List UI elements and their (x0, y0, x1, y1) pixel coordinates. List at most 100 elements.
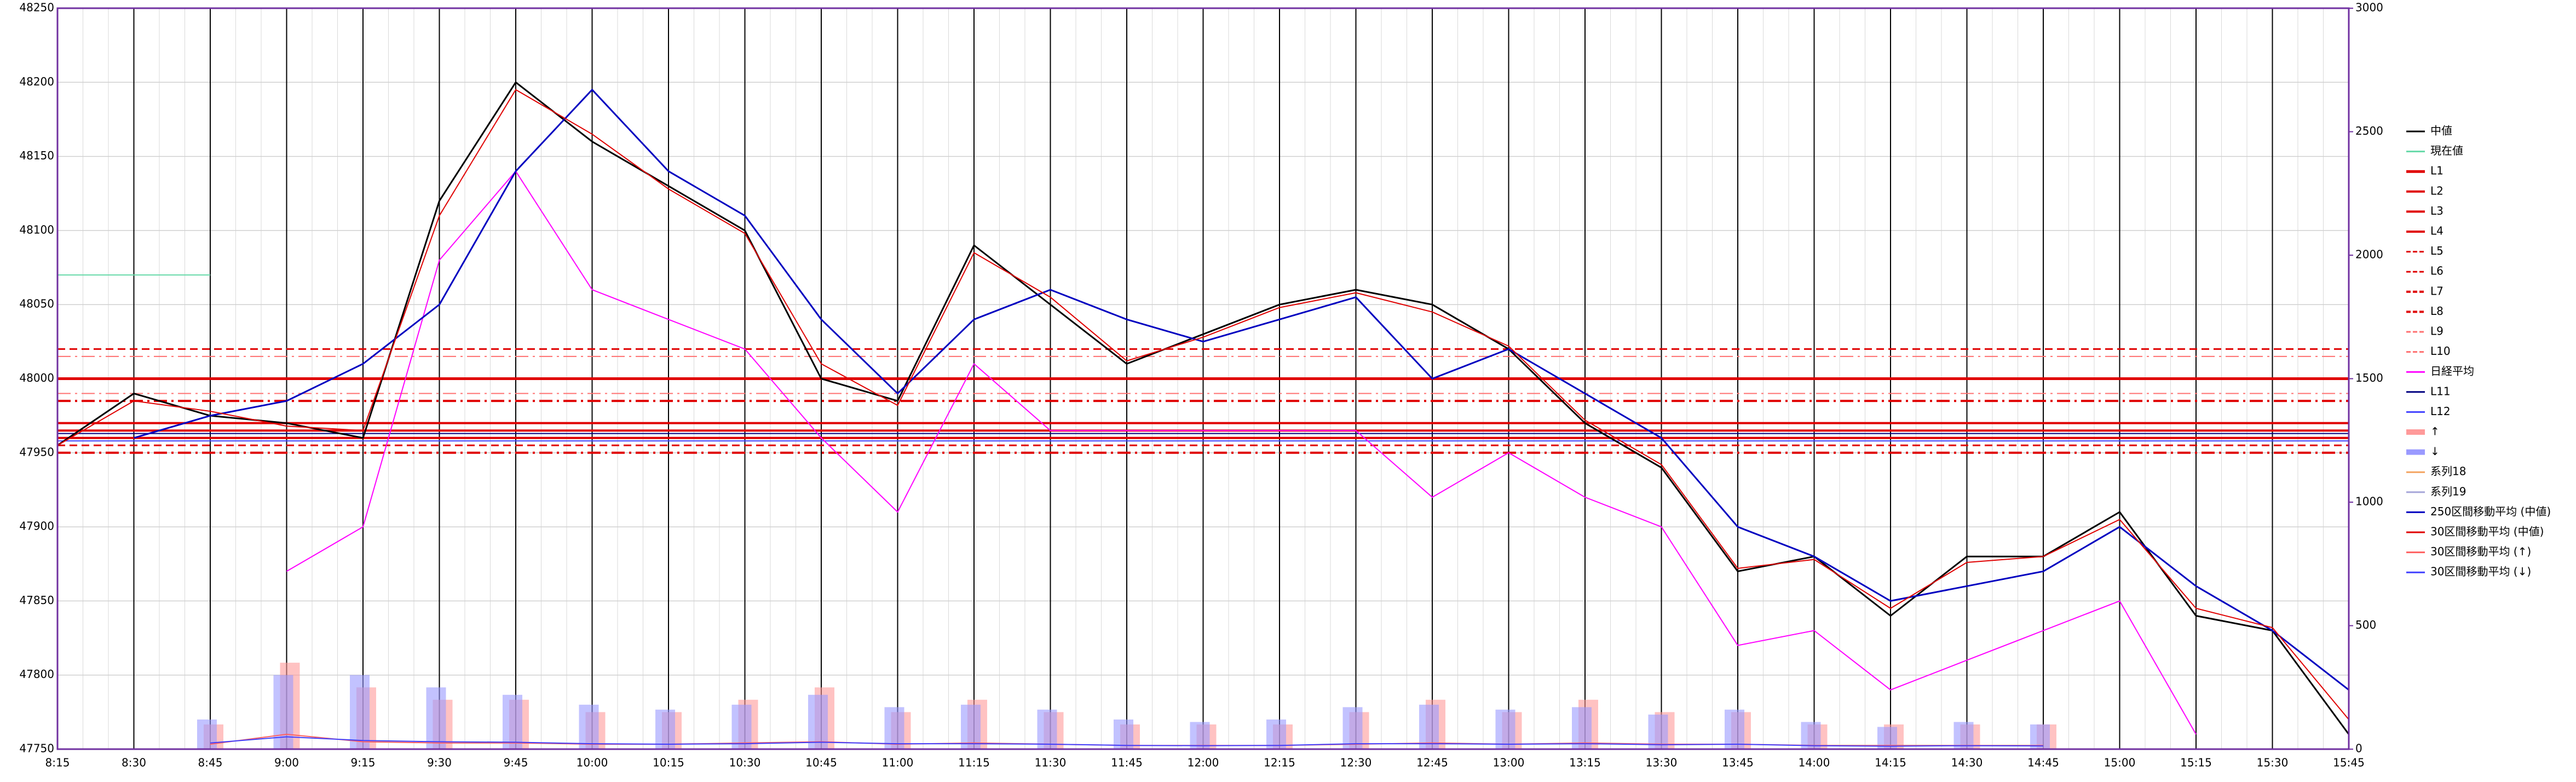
volume-bar (884, 707, 904, 749)
y2-tick-label: 500 (2355, 618, 2376, 631)
x-tick-label: 10:00 (577, 756, 608, 769)
legend-swatch (2406, 449, 2425, 455)
legend-label: L8 (2430, 304, 2444, 318)
y2-tick-label: 1000 (2355, 495, 2383, 508)
y2-tick-label: 3000 (2355, 1, 2383, 14)
legend-label: L12 (2430, 405, 2451, 418)
x-tick-label: 11:15 (958, 756, 990, 769)
volume-bar (731, 704, 752, 749)
x-tick-label: 13:30 (1646, 756, 1678, 769)
legend-label: 30区間移動平均 (↓) (2430, 565, 2531, 578)
y2-tick-label: 2000 (2355, 248, 2383, 261)
volume-bar (1495, 709, 1515, 749)
x-tick-label: 12:45 (1416, 756, 1448, 769)
legend-label: L3 (2430, 204, 2444, 217)
y-tick-label: 47800 (19, 668, 54, 681)
volume-bar (655, 709, 675, 749)
y-tick-label: 47900 (19, 520, 54, 533)
volume-bar (1266, 719, 1286, 749)
legend-label: 系列19 (2430, 485, 2466, 498)
y-tick-label: 48100 (19, 223, 54, 236)
y-tick-label: 48050 (19, 297, 54, 311)
volume-bar (1572, 707, 1592, 749)
volume-bar (961, 704, 981, 749)
volume-bar (503, 694, 522, 749)
legend-label: ↓ (2430, 445, 2440, 458)
volume-bar (1419, 704, 1439, 749)
volume-bar (1037, 709, 1057, 749)
y-tick-label: 48000 (19, 371, 54, 384)
x-tick-label: 14:15 (1875, 756, 1906, 769)
volume-bar (1648, 714, 1668, 749)
x-tick-label: 9:30 (427, 756, 452, 769)
volume-bar (1801, 722, 1821, 749)
x-tick-label: 13:15 (1569, 756, 1601, 769)
x-tick-label: 8:30 (122, 756, 146, 769)
y-tick-label: 47850 (19, 594, 54, 607)
x-tick-label: 9:45 (504, 756, 528, 769)
x-tick-label: 10:45 (805, 756, 837, 769)
x-tick-label: 8:15 (45, 756, 70, 769)
legend-label: 30区間移動平均 (↑) (2430, 545, 2531, 558)
series-line (57, 81, 2350, 735)
y2-tick-label: 2500 (2355, 124, 2383, 137)
x-tick-label: 11:00 (882, 756, 914, 769)
volume-bar (1114, 719, 1133, 749)
volume-bar (350, 675, 370, 749)
volume-bar (1190, 722, 1210, 749)
legend-label: L1 (2430, 164, 2444, 177)
y2-tick-label: 0 (2355, 742, 2362, 755)
volume-bar (808, 694, 828, 749)
x-tick-label: 15:15 (2180, 756, 2212, 769)
y-tick-label: 47750 (19, 742, 54, 755)
y-tick-label: 48250 (19, 1, 54, 14)
legend-label: L9 (2430, 325, 2444, 338)
y-tick-label: 48200 (19, 75, 54, 88)
volume-bar (197, 719, 217, 749)
x-tick-label: 10:15 (653, 756, 684, 769)
plot-border (56, 7, 2350, 750)
legend-label: 30区間移動平均 (中値) (2430, 525, 2544, 538)
x-tick-label: 15:00 (2104, 756, 2136, 769)
legend-label: L10 (2430, 344, 2451, 358)
x-tick-label: 9:15 (351, 756, 376, 769)
legend-label: 日経平均 (2430, 365, 2474, 378)
volume-bar (1342, 707, 1363, 749)
x-tick-label: 8:45 (198, 756, 223, 769)
volume-bar (426, 687, 446, 749)
x-tick-label: 14:45 (2027, 756, 2059, 769)
volume-bar (579, 704, 599, 749)
x-tick-label: 11:45 (1111, 756, 1143, 769)
x-tick-label: 13:45 (1722, 756, 1754, 769)
x-tick-label: 9:00 (274, 756, 299, 769)
x-tick-label: 12:15 (1264, 756, 1295, 769)
legend-label: ↑ (2430, 425, 2440, 438)
legend-label: L7 (2430, 284, 2444, 297)
legend-label: 系列18 (2430, 465, 2466, 478)
y-tick-label: 47950 (19, 445, 54, 458)
legend-label: L4 (2430, 225, 2444, 238)
x-tick-label: 12:30 (1340, 756, 1372, 769)
series-line (134, 89, 2349, 691)
x-tick-label: 14:00 (1799, 756, 1830, 769)
x-tick-label: 14:30 (1951, 756, 1983, 769)
series-line (286, 170, 2197, 735)
legend-label: L2 (2430, 184, 2444, 197)
x-tick-label: 11:30 (1035, 756, 1067, 769)
x-tick-label: 15:30 (2257, 756, 2289, 769)
y2-tick-label: 1500 (2355, 371, 2383, 384)
series-line (210, 736, 2044, 747)
legend-label: L5 (2430, 244, 2444, 257)
legend-swatch (2406, 429, 2425, 435)
x-tick-label: 15:45 (2333, 756, 2365, 769)
volume-bar (1725, 709, 1744, 749)
legend-label: L6 (2430, 264, 2444, 278)
volume-bar (1953, 722, 1974, 749)
legend-label: 中値 (2430, 124, 2452, 137)
y-tick-label: 48150 (19, 149, 54, 162)
legend-label: L11 (2430, 384, 2451, 398)
x-tick-label: 12:00 (1188, 756, 1219, 769)
x-tick-label: 13:00 (1493, 756, 1525, 769)
series-line (57, 89, 2349, 720)
